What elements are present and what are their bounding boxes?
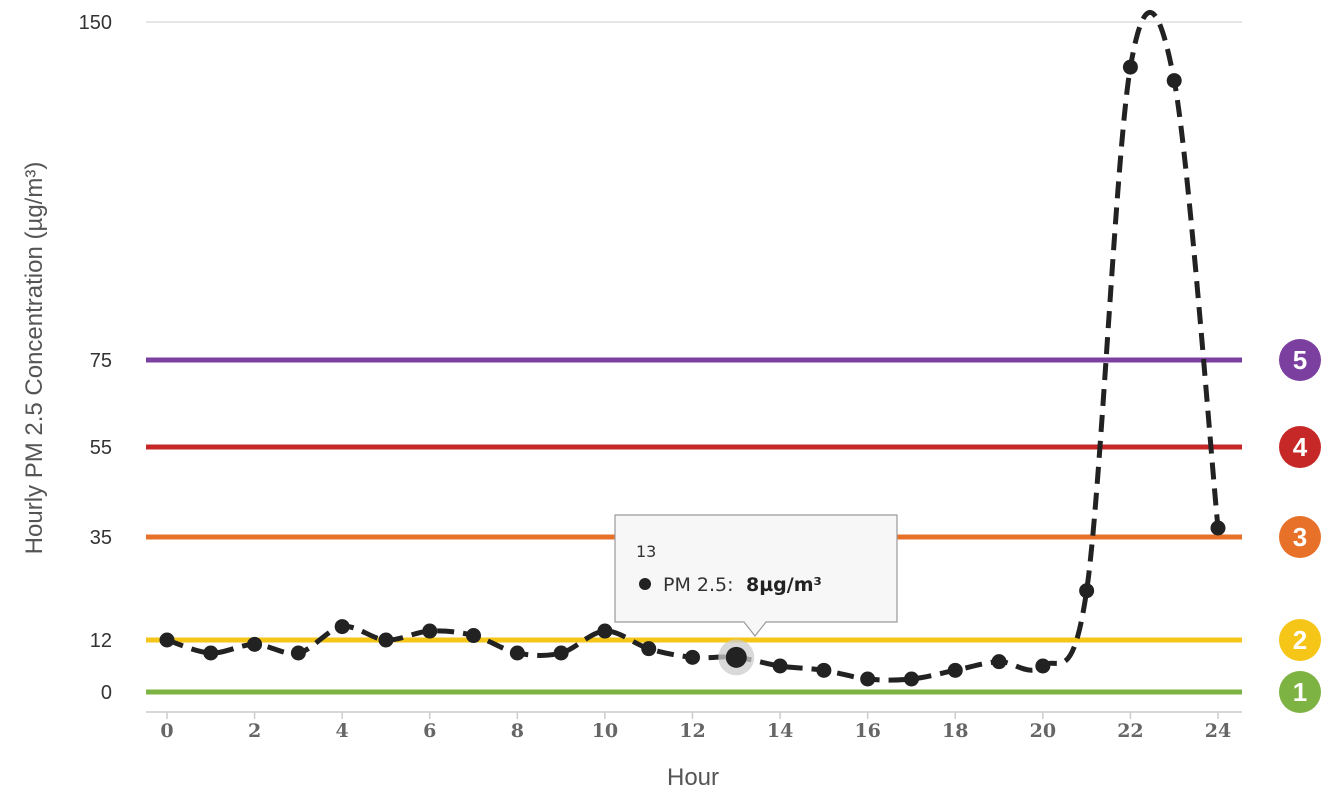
- tooltip-x-value: 13: [636, 542, 656, 561]
- x-tick-label: 22: [1117, 720, 1143, 742]
- aqi-badge-number: 5: [1293, 345, 1307, 375]
- y-tick-label: 150: [79, 12, 112, 34]
- data-point[interactable]: [685, 649, 700, 665]
- x-tick-label: 14: [767, 720, 793, 742]
- aqi-badge-circle: [1279, 671, 1321, 713]
- aqi-badge-circle: [1279, 339, 1321, 381]
- data-point[interactable]: [947, 662, 963, 678]
- data-point[interactable]: [903, 671, 919, 687]
- data-point[interactable]: [378, 632, 394, 648]
- data-point[interactable]: [159, 632, 175, 648]
- y-tick-label: 35: [90, 527, 112, 549]
- aqi-level-badges: 1 2 3 4 5: [1279, 339, 1321, 713]
- aqi-badge-number: 4: [1293, 432, 1308, 462]
- threshold-lines: [146, 357, 1242, 695]
- y-tick-label: 0: [101, 682, 112, 704]
- data-point[interactable]: [772, 658, 788, 674]
- aqi-badge-level-1: 1: [1279, 671, 1321, 713]
- x-axis: 0 2 4 6 8 10 12 14 16 18 20 22 24: [146, 711, 1242, 742]
- tooltip-text: PM 2.5: 8µg/m³: [663, 574, 822, 596]
- aqi-badge-level-5: 5: [1279, 339, 1321, 381]
- aqi-badge-circle: [1279, 516, 1321, 558]
- x-tick-label: 4: [336, 720, 349, 742]
- aqi-badge-level-3: 3: [1279, 516, 1321, 558]
- data-point[interactable]: [1166, 73, 1182, 89]
- data-point[interactable]: [1210, 520, 1226, 536]
- data-point[interactable]: [334, 619, 350, 635]
- aqi-badge-level-4: 4: [1279, 426, 1321, 468]
- data-point[interactable]: [991, 654, 1007, 670]
- data-point[interactable]: [860, 671, 876, 687]
- y-tick-label: 75: [90, 350, 112, 372]
- data-point[interactable]: [553, 645, 569, 661]
- x-tick-label: 16: [854, 720, 880, 742]
- data-point[interactable]: [247, 636, 263, 652]
- aqi-badge-level-2: 2: [1279, 619, 1321, 661]
- tooltip-box: [614, 514, 898, 637]
- data-point[interactable]: [422, 623, 438, 639]
- x-tick-label: 12: [679, 720, 705, 742]
- y-tick-label: 12: [90, 630, 112, 652]
- tooltip-series-marker: [639, 578, 651, 590]
- aqi-badge-number: 2: [1293, 625, 1307, 655]
- data-point[interactable]: [466, 628, 482, 644]
- data-point[interactable]: [1122, 59, 1138, 75]
- aqi-badge-circle: [1279, 426, 1321, 468]
- series-pm25: [159, 10, 1226, 687]
- data-point[interactable]: [509, 645, 525, 661]
- x-tick-label: 10: [592, 720, 618, 742]
- y-axis-ticks: 0 12 35 55 75 150: [79, 12, 112, 704]
- data-point[interactable]: [203, 645, 219, 661]
- data-point[interactable]: [290, 645, 306, 661]
- y-tick-label: 55: [90, 437, 112, 459]
- tooltip: 13 PM 2.5: 8µg/m³: [614, 514, 898, 637]
- x-axis-title: Hour: [667, 764, 719, 791]
- tooltip-series-value: 8µg/m³: [746, 574, 822, 596]
- data-point[interactable]: [597, 623, 613, 639]
- x-tick-label: 2: [248, 720, 261, 742]
- series-line-pm25: [166, 10, 1221, 683]
- x-tick-label: 20: [1030, 720, 1056, 742]
- data-point[interactable]: [816, 662, 832, 678]
- data-point[interactable]: [1079, 583, 1095, 599]
- aqi-badge-circle: [1279, 619, 1321, 661]
- x-tick-label: 0: [160, 720, 173, 742]
- data-point-highlighted[interactable]: [725, 646, 747, 668]
- x-tick-label: 18: [942, 720, 968, 742]
- data-point[interactable]: [1035, 658, 1051, 674]
- x-tick-label: 24: [1205, 720, 1231, 742]
- aqi-badge-number: 3: [1293, 522, 1307, 552]
- y-axis-title: Hourly PM 2.5 Concentration (µg/m³): [21, 162, 48, 555]
- x-tick-label: 6: [423, 720, 436, 742]
- data-point[interactable]: [641, 641, 657, 657]
- tooltip-series-label: PM 2.5:: [663, 574, 734, 596]
- aqi-badge-number: 1: [1293, 677, 1307, 707]
- x-tick-label: 8: [511, 720, 524, 742]
